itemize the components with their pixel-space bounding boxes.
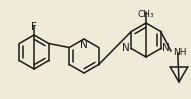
Text: F: F	[31, 22, 37, 32]
Text: CH₃: CH₃	[138, 10, 154, 19]
Text: NH: NH	[173, 48, 186, 57]
Text: N: N	[122, 43, 130, 53]
Text: N: N	[162, 43, 170, 53]
Text: N: N	[80, 40, 88, 50]
